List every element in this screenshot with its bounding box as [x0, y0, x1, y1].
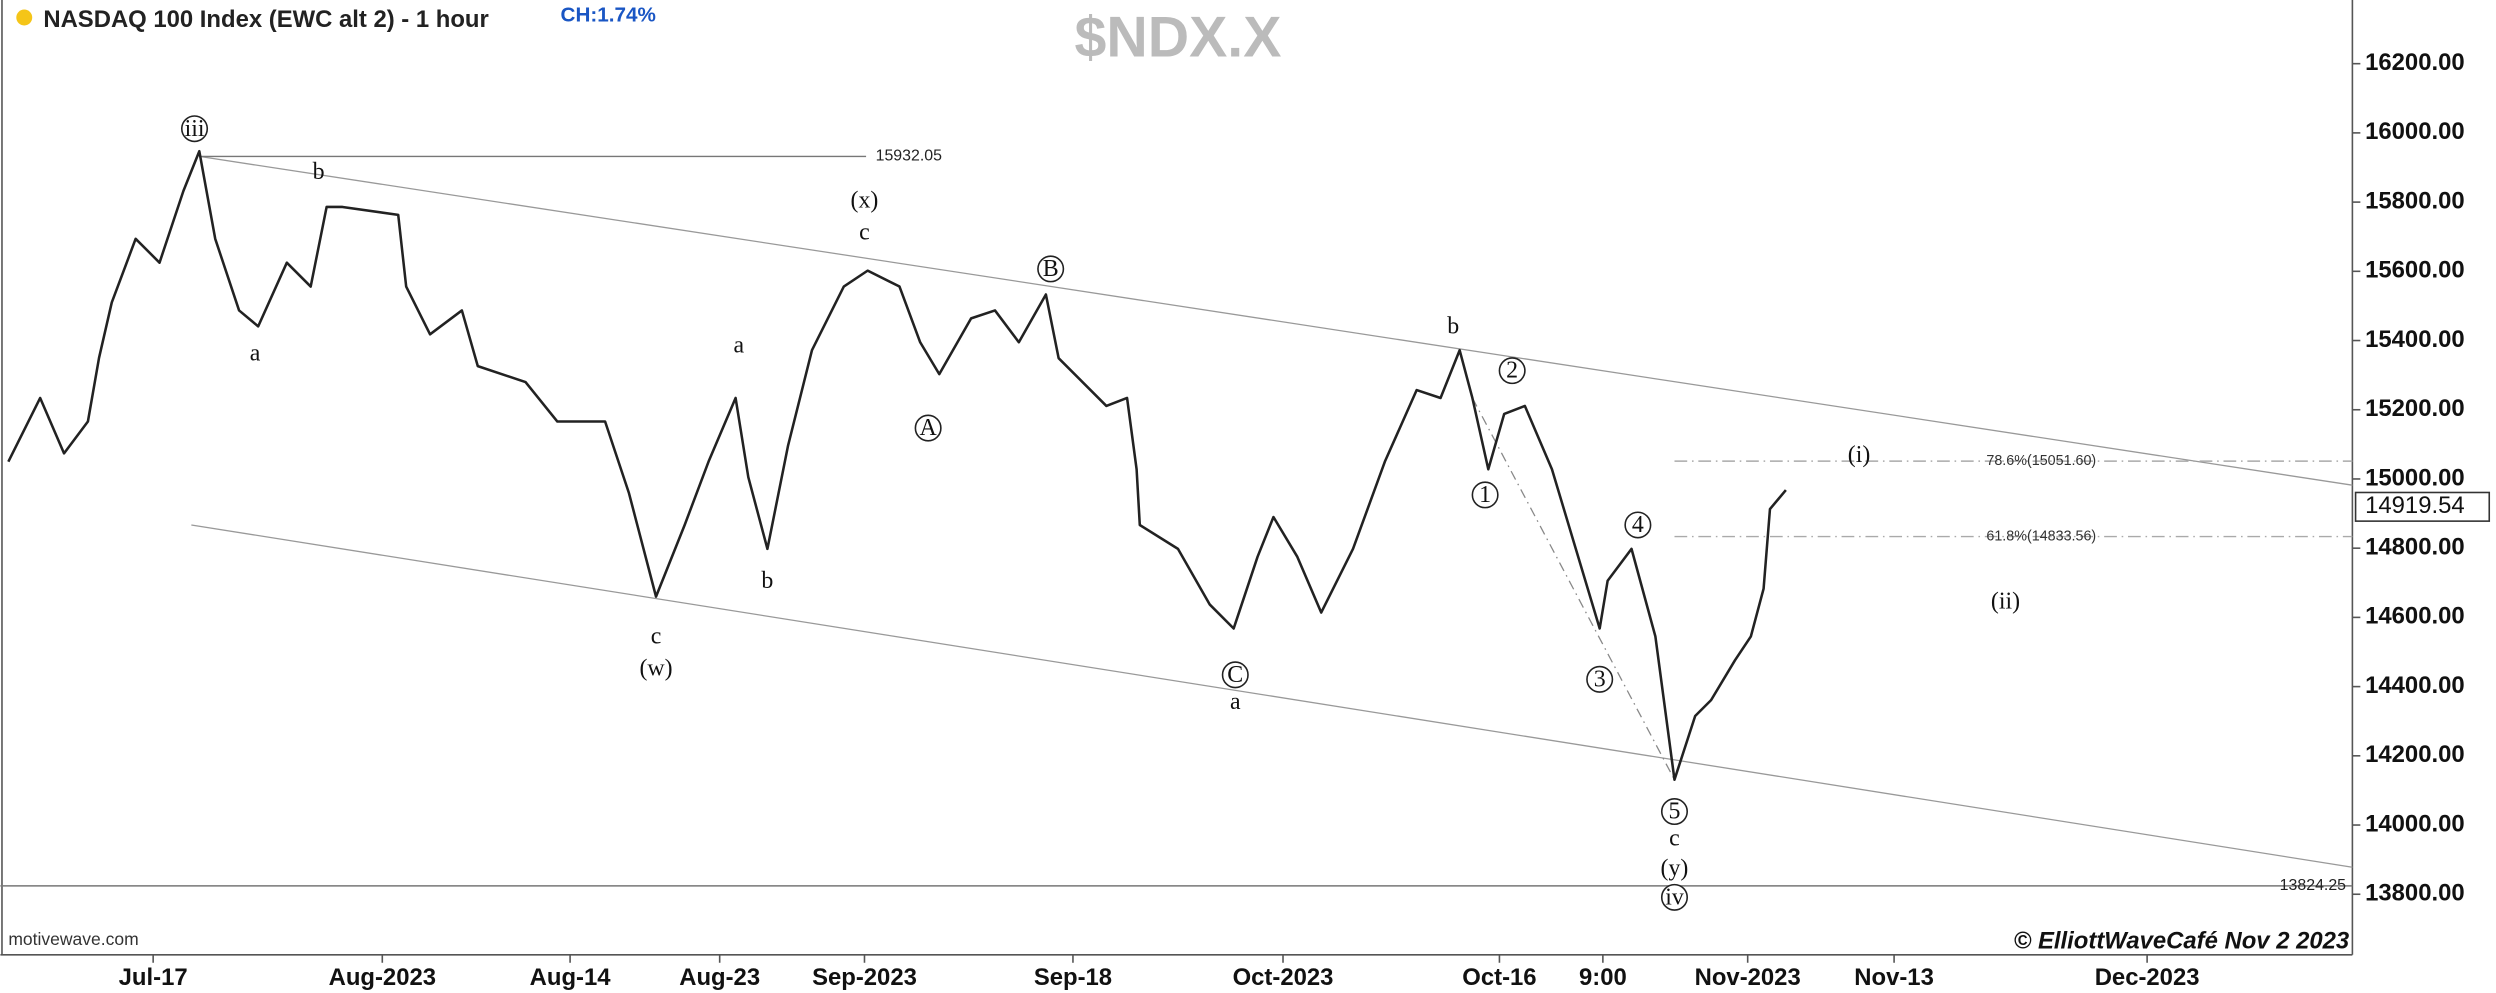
annotation-circle: [1660, 883, 1689, 911]
annotation-circle: [1586, 665, 1614, 693]
wave-label: c: [651, 623, 662, 649]
y-tick-label: 14800.00: [2365, 533, 2465, 560]
wave-label: 4: [1632, 512, 1644, 538]
x-tick-label: Dec-2023: [2095, 964, 2200, 991]
copyright: © ElliottWaveCafé Nov 2 2023: [2014, 927, 2349, 954]
x-tick-label: Oct-16: [1462, 964, 1536, 991]
source: motivewave.com: [8, 929, 138, 949]
wave-label: B: [1043, 256, 1059, 282]
wave-label: 3: [1594, 666, 1606, 692]
x-tick-label: Jul-17: [119, 964, 188, 991]
trendline: [199, 155, 2353, 486]
wave-label: 1: [1479, 482, 1491, 508]
symbol-watermark: $NDX.X: [1075, 6, 1282, 70]
x-tick-label: Nov-2023: [1695, 964, 1801, 991]
y-tick-label: 15200.00: [2365, 395, 2465, 422]
wave-label: (ii): [1991, 589, 2020, 615]
wave-label: 5: [1669, 799, 1681, 825]
status-dot: [16, 9, 33, 26]
y-tick-label: 16000.00: [2365, 118, 2465, 145]
change: CH:1.74%: [561, 3, 656, 26]
y-tick-label: 14600.00: [2365, 603, 2465, 630]
x-tick-label: Sep-18: [1034, 964, 1112, 991]
y-tick-label: 14200.00: [2365, 741, 2465, 768]
x-tick-label: Sep-2023: [812, 964, 917, 991]
trendline: [1471, 397, 1676, 780]
wave-label: iv: [1665, 884, 1684, 910]
wave-label: a: [733, 332, 744, 358]
wave-label: c: [1669, 826, 1680, 852]
y-tick-label: 15800.00: [2365, 187, 2465, 214]
x-tick-label: 9:00: [1579, 964, 1627, 991]
wave-label: c: [859, 219, 870, 245]
annotation-circle: [1221, 661, 1249, 689]
wave-label: (y): [1661, 856, 1689, 882]
level-label: 13824.25: [2280, 877, 2346, 894]
level-label: 15932.05: [876, 148, 942, 165]
annotation-circle: [1037, 255, 1065, 283]
y-tick-label: 15400.00: [2365, 326, 2465, 353]
x-tick-label: Aug-2023: [329, 964, 436, 991]
wave-label: C: [1227, 662, 1243, 688]
x-tick-label: Oct-2023: [1233, 964, 1334, 991]
annotation-circle: [1660, 798, 1689, 826]
y-tick-label: 16200.00: [2365, 49, 2465, 76]
x-tick-label: Nov-13: [1854, 964, 1934, 991]
wave-label: a: [1230, 689, 1241, 715]
wave-label: (i): [1848, 442, 1871, 468]
last-price-box: [2354, 491, 2491, 522]
annotation-circle: [1624, 511, 1652, 539]
last-price-label: 14919.54: [2365, 492, 2465, 519]
annotation-circle: [1498, 357, 1526, 385]
wave-label: (w): [639, 655, 672, 681]
y-tick-label: 14000.00: [2365, 810, 2465, 837]
wave-label: b: [313, 159, 325, 185]
price-line: [7, 149, 1787, 781]
x-tick-label: Aug-23: [679, 964, 760, 991]
annotation-circle: [914, 414, 942, 442]
annotation-circle: [181, 115, 209, 143]
wave-label: b: [1447, 313, 1459, 339]
wave-label: a: [250, 340, 261, 366]
wave-label: 2: [1506, 358, 1518, 384]
y-tick-label: 13800.00: [2365, 880, 2465, 907]
y-tick-label: 14400.00: [2365, 672, 2465, 699]
wave-label: b: [761, 568, 773, 594]
annotation-circle: [1471, 481, 1499, 509]
level-label: 78.6%(15051.60): [1986, 453, 2096, 469]
y-tick-label: 15600.00: [2365, 257, 2465, 284]
level-label: 61.8%(14833.56): [1986, 528, 2096, 544]
y-tick-label: 15000.00: [2365, 464, 2465, 491]
wave-label: iii: [185, 116, 205, 142]
wave-label: (x): [851, 187, 879, 213]
x-tick-label: Aug-14: [530, 964, 612, 991]
trendline: [191, 524, 2353, 868]
chart-title: NASDAQ 100 Index (EWC alt 2) - 1 hour: [43, 6, 488, 33]
wave-label: A: [920, 415, 938, 441]
